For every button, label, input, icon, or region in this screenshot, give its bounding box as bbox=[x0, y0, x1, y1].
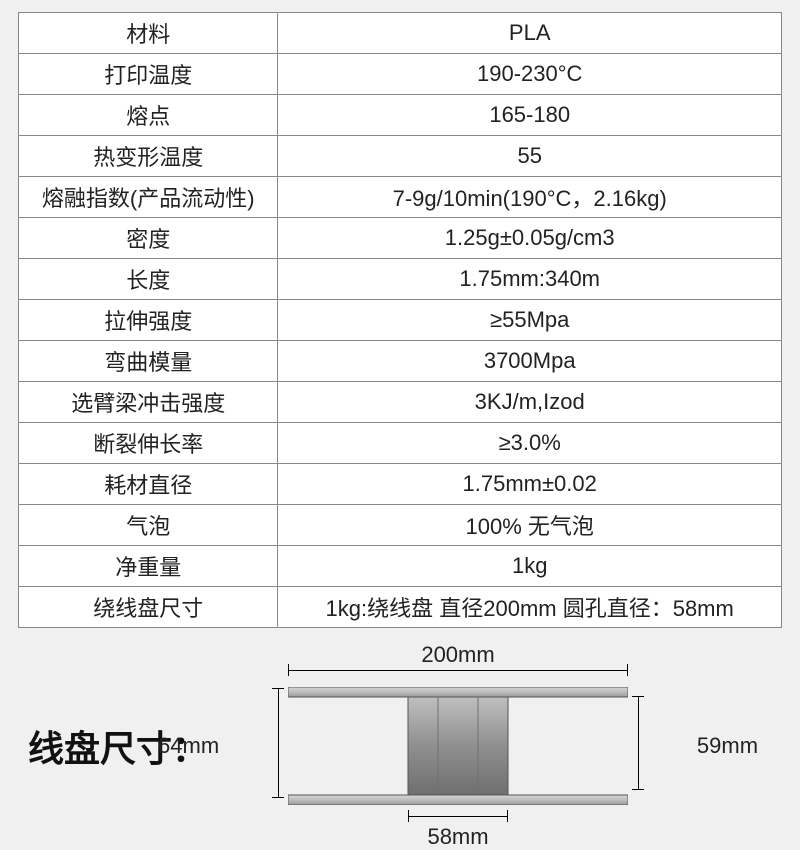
spec-value: 190-230°C bbox=[278, 54, 782, 95]
table-row: 净重量1kg bbox=[19, 546, 782, 587]
spec-value: ≥3.0% bbox=[278, 423, 782, 464]
dim-top-label: 200mm bbox=[421, 642, 494, 668]
table-row: 弯曲模量3700Mpa bbox=[19, 341, 782, 382]
table-row: 热变形温度55 bbox=[19, 136, 782, 177]
spec-label: 长度 bbox=[19, 259, 278, 300]
table-row: 长度1.75mm:340m bbox=[19, 259, 782, 300]
spec-label: 净重量 bbox=[19, 546, 278, 587]
spec-label: 热变形温度 bbox=[19, 136, 278, 177]
spool-section: 线盘尺寸： 200mm 64mm 59mm 58mm bbox=[18, 646, 782, 846]
spec-value: ≥55Mpa bbox=[278, 300, 782, 341]
dim-bottom-label: 58mm bbox=[427, 824, 488, 850]
table-row: 密度1.25g±0.05g/cm3 bbox=[19, 218, 782, 259]
spec-table-body: 材料PLA打印温度190-230°C熔点165-180热变形温度55熔融指数(产… bbox=[19, 13, 782, 628]
spec-value: 7-9g/10min(190°C，2.16kg) bbox=[278, 177, 782, 218]
spec-value: 165-180 bbox=[278, 95, 782, 136]
spec-label: 熔点 bbox=[19, 95, 278, 136]
dim-left-label: 64mm bbox=[158, 733, 219, 759]
spec-value: 1.75mm±0.02 bbox=[278, 464, 782, 505]
spec-value: 55 bbox=[278, 136, 782, 177]
spec-label: 断裂伸长率 bbox=[19, 423, 278, 464]
spec-label: 耗材直径 bbox=[19, 464, 278, 505]
table-row: 熔融指数(产品流动性)7-9g/10min(190°C，2.16kg) bbox=[19, 177, 782, 218]
spec-label: 弯曲模量 bbox=[19, 341, 278, 382]
spec-label: 打印温度 bbox=[19, 54, 278, 95]
spec-label: 气泡 bbox=[19, 505, 278, 546]
table-row: 气泡100% 无气泡 bbox=[19, 505, 782, 546]
spec-label: 材料 bbox=[19, 13, 278, 54]
spec-label: 密度 bbox=[19, 218, 278, 259]
spec-table: 材料PLA打印温度190-230°C熔点165-180热变形温度55熔融指数(产… bbox=[18, 12, 782, 628]
spec-label: 熔融指数(产品流动性) bbox=[19, 177, 278, 218]
table-row: 断裂伸长率≥3.0% bbox=[19, 423, 782, 464]
spec-value: 1.25g±0.05g/cm3 bbox=[278, 218, 782, 259]
table-row: 耗材直径1.75mm±0.02 bbox=[19, 464, 782, 505]
spool-diagram: 200mm 64mm 59mm 58mm bbox=[228, 646, 688, 846]
spec-value: 3700Mpa bbox=[278, 341, 782, 382]
spec-value: 100% 无气泡 bbox=[278, 505, 782, 546]
spec-value: 1.75mm:340m bbox=[278, 259, 782, 300]
table-row: 绕线盘尺寸1kg:绕线盘 直径200mm 圆孔直径：58mm bbox=[19, 587, 782, 628]
table-row: 熔点165-180 bbox=[19, 95, 782, 136]
table-row: 材料PLA bbox=[19, 13, 782, 54]
dim-right-label: 59mm bbox=[697, 733, 758, 759]
spool-icon bbox=[288, 687, 628, 805]
spec-value: PLA bbox=[278, 13, 782, 54]
spec-label: 绕线盘尺寸 bbox=[19, 587, 278, 628]
spec-value: 1kg:绕线盘 直径200mm 圆孔直径：58mm bbox=[278, 587, 782, 628]
spec-value: 3KJ/m,Izod bbox=[278, 382, 782, 423]
spec-value: 1kg bbox=[278, 546, 782, 587]
spec-label: 选臂梁冲击强度 bbox=[19, 382, 278, 423]
table-row: 打印温度190-230°C bbox=[19, 54, 782, 95]
table-row: 拉伸强度≥55Mpa bbox=[19, 300, 782, 341]
spec-label: 拉伸强度 bbox=[19, 300, 278, 341]
table-row: 选臂梁冲击强度3KJ/m,Izod bbox=[19, 382, 782, 423]
